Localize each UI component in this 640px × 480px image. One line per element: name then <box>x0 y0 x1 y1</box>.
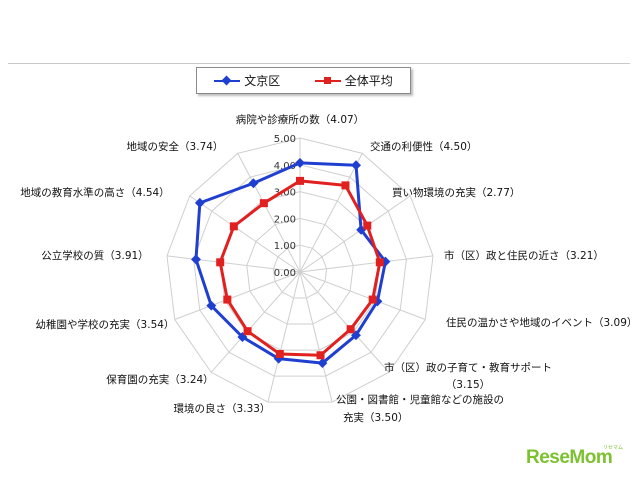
legend-swatch-blue-diamond <box>214 76 241 86</box>
radar-series <box>191 157 391 369</box>
top-divider <box>8 63 630 64</box>
category-label: 地域の教育水準の高さ（4.54） <box>20 186 169 199</box>
series-point-average <box>296 176 304 185</box>
grid-ring-4 <box>193 164 407 377</box>
series-point-bunkyo <box>191 254 201 265</box>
radial-tick-label: 4.00 <box>274 161 296 172</box>
category-label: 市（区）政の子育て・教育サポート <box>384 361 552 374</box>
radial-tick-label: 2.00 <box>274 214 296 225</box>
series-point-bunkyo <box>317 358 328 369</box>
series-line-1 <box>218 179 382 357</box>
legend-swatch-red-square <box>314 76 341 86</box>
series-point-average <box>316 351 325 360</box>
series-point-average <box>341 181 350 190</box>
series-line-0 <box>194 161 387 365</box>
category-label: 買い物環境の充実（2.77） <box>392 186 520 199</box>
grid-spoke-11 <box>189 195 301 273</box>
legend-label-bunkyo: 文京区 <box>244 74 281 88</box>
radial-tick-label: 5.00 <box>274 134 296 145</box>
grid-spoke-10 <box>166 255 301 273</box>
series-point-average <box>368 295 377 304</box>
resemom-logo: ReseMom <box>526 447 613 468</box>
radial-tick-label: 1.00 <box>274 241 296 252</box>
series-point-average <box>363 221 372 230</box>
grid-spoke-1 <box>299 153 363 273</box>
grid-spoke-7 <box>267 271 301 403</box>
series-point-bunkyo <box>295 157 305 168</box>
series-point-average <box>223 295 232 304</box>
legend-item-average: 全体平均 <box>314 72 393 89</box>
series-point-average <box>216 258 225 267</box>
series-point-bunkyo <box>351 160 361 171</box>
category-label-cont: 充実（3.50） <box>343 411 408 424</box>
category-label: 保育園の充実（3.24） <box>106 373 213 386</box>
category-label: 交通の利便性（4.50） <box>370 140 477 153</box>
legend-label-average: 全体平均 <box>344 74 393 88</box>
series-point-bunkyo <box>206 300 217 311</box>
category-label: 環境の良さ（3.33） <box>174 402 271 415</box>
category-label: 病院や診療所の数（4.07） <box>236 113 364 126</box>
series-point-average <box>346 325 355 334</box>
category-label: 住民の温かさや地域のイベント（3.09） <box>446 316 637 329</box>
series-point-average <box>243 327 252 336</box>
category-label: 幼稚園や学校の充実（3.54） <box>36 318 175 331</box>
series-point-average <box>229 222 238 231</box>
category-label: 公園・図書館・児童館などの施設の <box>336 393 504 406</box>
radial-tick-labels: 0.00 1.00 2.00 3.00 4.00 5.00 <box>274 134 296 279</box>
category-label: 地域の安全（3.74） <box>127 140 224 153</box>
grid-spoke-5 <box>299 271 390 373</box>
series-point-bunkyo <box>248 178 259 189</box>
series-point-average <box>275 349 284 358</box>
radial-tick-label: 0.00 <box>274 268 296 279</box>
grid-spoke-9 <box>174 271 301 320</box>
series-point-average <box>375 258 384 267</box>
category-labels: 病院や診療所の数（4.07） 交通の利便性（4.50） 買い物環境の充実（2.77）… <box>20 113 637 424</box>
chart-legend: 文京区 全体平均 <box>196 67 411 94</box>
grid-spoke-12 <box>237 153 301 273</box>
radial-tick-label: 3.00 <box>274 188 296 199</box>
grid-ring-2 <box>246 217 354 325</box>
grid-spoke-6 <box>299 271 333 403</box>
grid-spoke-8 <box>210 271 301 373</box>
category-label: 公立学校の質（3.91） <box>41 249 148 262</box>
grid-ring-1 <box>272 244 328 299</box>
grid-ring-5 <box>166 137 434 403</box>
series-point-bunkyo <box>194 197 205 208</box>
resemom-logo-sub: リセマム <box>603 445 624 451</box>
category-label-cont: （3.15） <box>446 379 490 391</box>
grid-spoke-4 <box>299 271 426 320</box>
legend-item-bunkyo: 文京区 <box>214 72 280 89</box>
series-point-average <box>259 199 268 208</box>
grid-spoke-3 <box>299 255 434 273</box>
grid-spoke-2 <box>299 195 411 273</box>
category-label: 市（区）政と住民の近さ（3.21） <box>444 249 604 262</box>
